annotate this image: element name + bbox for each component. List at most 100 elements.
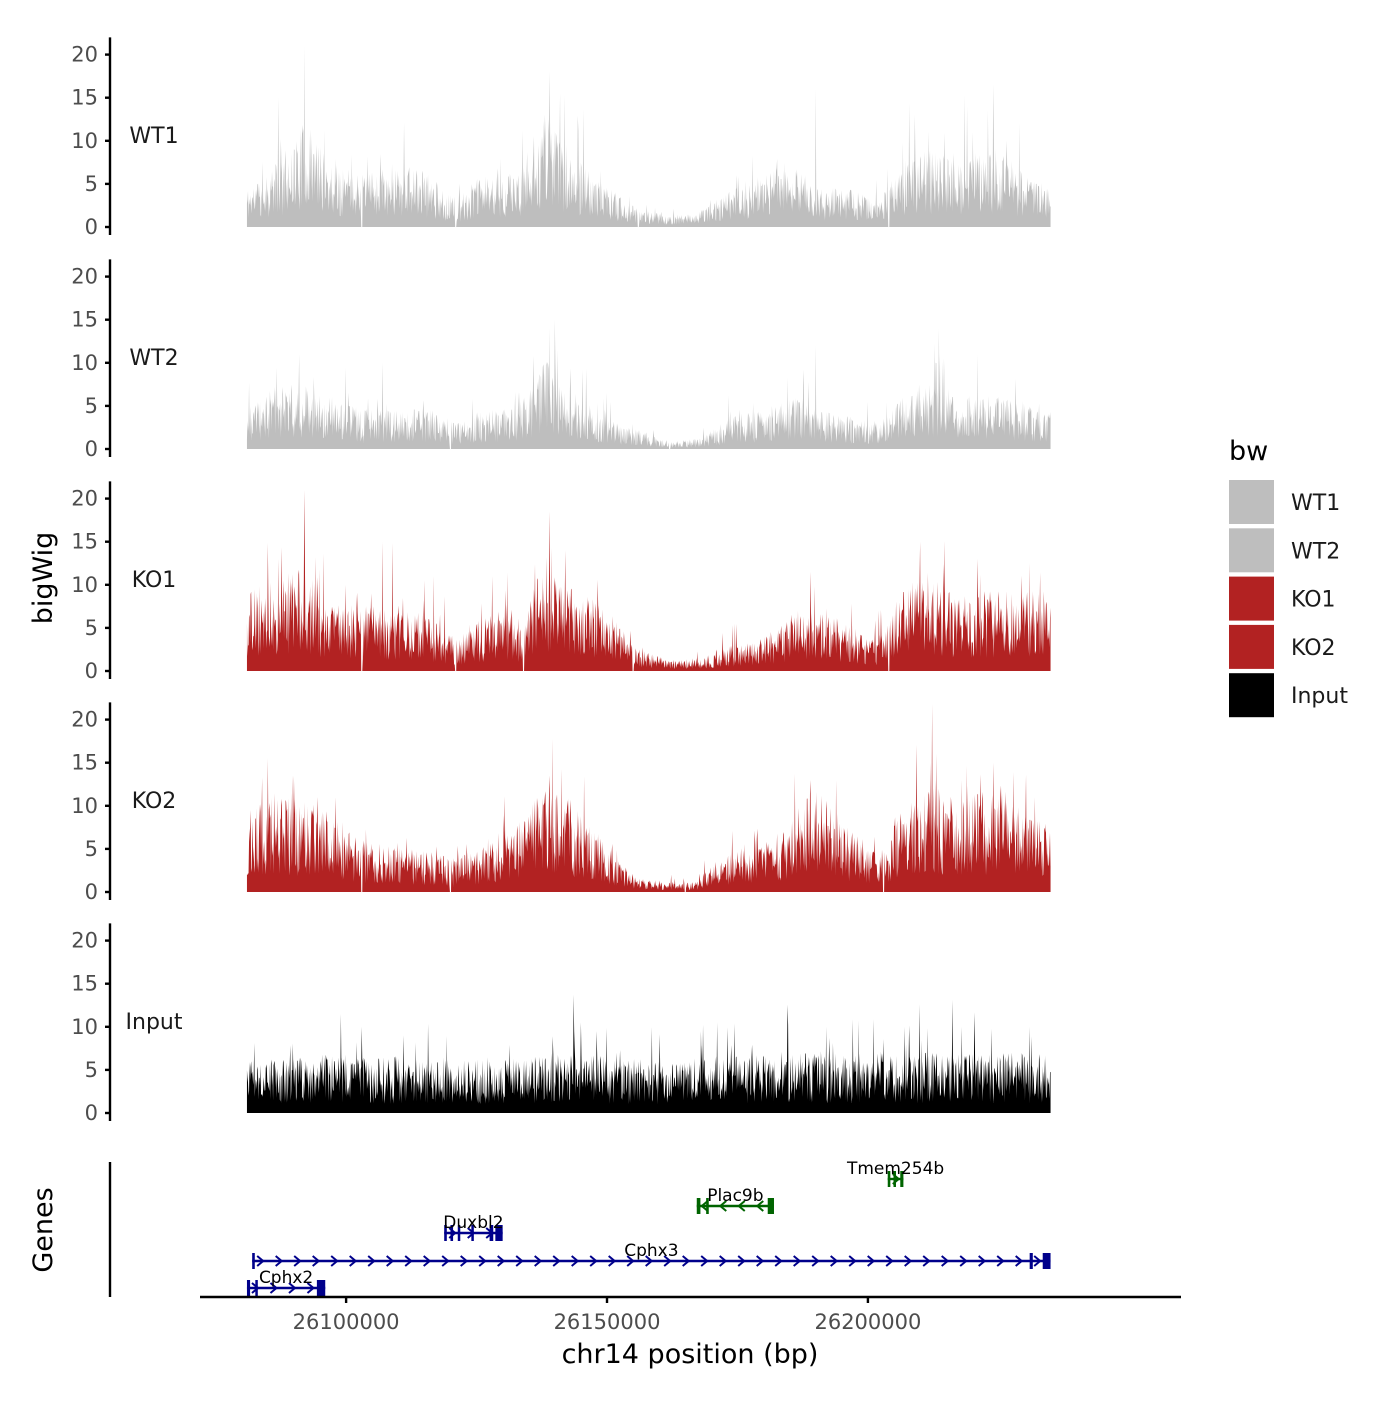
exon — [900, 1171, 904, 1187]
track-label: KO2 — [132, 789, 177, 814]
strand-chevron — [269, 1282, 279, 1294]
legend-swatch — [1229, 673, 1274, 718]
y-tick-label: 0 — [85, 880, 98, 904]
strand-chevron — [978, 1255, 987, 1267]
exon — [471, 1225, 474, 1241]
y-tick-label: 15 — [71, 751, 98, 775]
gene-plac9b: Plac9b — [696, 1186, 774, 1214]
strand-chevron — [608, 1255, 617, 1267]
y-tick-label: 20 — [71, 708, 98, 732]
legend-swatch — [1229, 576, 1274, 621]
coverage-area-input — [246, 994, 1051, 1113]
legend-label: WT1 — [1291, 491, 1340, 516]
strand-chevron — [830, 1255, 839, 1267]
y-tick-label: 15 — [71, 530, 98, 554]
y-tick-label: 5 — [85, 1058, 98, 1082]
track-wt1: 0 5 10 15 20 WT1 — [71, 37, 1051, 239]
y-tick-label: 15 — [71, 308, 98, 332]
strand-chevron — [441, 1255, 450, 1267]
strand-chevron — [793, 1255, 802, 1267]
legend-label: KO1 — [1291, 588, 1336, 613]
y-tick-label: 20 — [71, 43, 98, 67]
y-tick-label: 10 — [71, 794, 98, 818]
y-tick-label: 10 — [71, 351, 98, 375]
exon — [252, 1253, 255, 1269]
legend-swatch — [1229, 624, 1274, 669]
y-tick-label: 10 — [71, 1015, 98, 1039]
strand-chevron — [755, 1200, 764, 1212]
gene-tmem254b: Tmem254b — [846, 1159, 944, 1187]
strand-chevron — [682, 1255, 691, 1267]
strand-chevron — [515, 1255, 524, 1267]
strand-chevron — [848, 1255, 857, 1267]
track-label: WT2 — [129, 346, 178, 371]
strand-chevron — [552, 1255, 561, 1267]
exon — [495, 1225, 503, 1241]
y-tick-label: 5 — [85, 172, 98, 196]
coverage-area-ko1 — [246, 489, 1051, 671]
strand-chevron — [288, 1282, 297, 1294]
gene-duxbl2: Duxbl2 — [443, 1213, 504, 1241]
strand-chevron — [306, 1282, 316, 1294]
genes-layer: Tmem254b Plac9b Duxbl2 Cphx3 Cphx2 — [108, 1159, 1051, 1297]
legend-title: bw — [1229, 436, 1268, 467]
strand-chevron — [497, 1255, 506, 1267]
strand-chevron — [885, 1255, 894, 1267]
gene-cphx3: Cphx3 — [252, 1241, 1051, 1269]
strand-chevron — [718, 1200, 727, 1212]
exon — [893, 1171, 896, 1187]
tracks-layer: 0 5 10 15 20 WT1 0 5 10 15 20 WT2 0 5 10 15 20 KO1 0 5 10 15 2… — [71, 37, 1051, 1125]
strand-chevron — [534, 1255, 543, 1267]
strand-chevron — [349, 1255, 358, 1267]
strand-chevron — [700, 1200, 709, 1212]
gene-label: Duxbl2 — [443, 1213, 503, 1233]
exon — [1042, 1253, 1051, 1269]
strand-chevron — [251, 1282, 260, 1294]
track-label: WT1 — [129, 124, 178, 149]
gene-label: Plac9b — [707, 1186, 763, 1206]
y-tick-label: 0 — [85, 215, 98, 239]
y-tick-label: 20 — [71, 487, 98, 511]
strand-chevron — [737, 1255, 746, 1267]
strand-chevron — [367, 1255, 376, 1267]
track-ko1: 0 5 10 15 20 KO1 — [71, 481, 1051, 683]
strand-chevron — [460, 1255, 469, 1267]
exon — [696, 1198, 701, 1214]
strand-chevron — [293, 1255, 302, 1267]
track-ko2: 0 5 10 15 20 KO2 — [71, 702, 1051, 904]
strand-chevron — [719, 1255, 728, 1267]
y-axis-title: bigWig — [28, 532, 59, 625]
gene-label: Cphx3 — [624, 1241, 678, 1261]
track-label: Input — [126, 1010, 183, 1035]
x-axis: 26100000 26150000 26200000 — [200, 1295, 1181, 1334]
legend-label: KO2 — [1291, 636, 1336, 661]
exon — [489, 1225, 494, 1241]
gene-label: Tmem254b — [846, 1159, 944, 1179]
coverage-area-ko2 — [246, 704, 1051, 892]
legend-label: Input — [1291, 684, 1348, 709]
y-tick-label: 15 — [71, 86, 98, 110]
legend-label: WT2 — [1291, 539, 1340, 564]
y-tick-label: 5 — [85, 837, 98, 861]
y-tick-label: 5 — [85, 616, 98, 640]
coverage-area-wt1 — [246, 45, 1051, 228]
strand-chevron — [1033, 1255, 1042, 1267]
exon — [767, 1198, 774, 1214]
strand-chevron — [589, 1255, 598, 1267]
strand-chevron — [996, 1255, 1005, 1267]
strand-chevron — [663, 1255, 672, 1267]
strand-chevron — [645, 1255, 654, 1267]
strand-chevron — [256, 1255, 265, 1267]
y-tick-label: 15 — [71, 972, 98, 996]
y-tick-label: 0 — [85, 659, 98, 683]
y-tick-label: 10 — [71, 129, 98, 153]
y-tick-label: 0 — [85, 1101, 98, 1125]
strand-chevron — [756, 1255, 765, 1267]
gene-cphx2: Cphx2 — [246, 1268, 326, 1296]
track-input: 0 5 10 15 20 Input — [71, 923, 1051, 1125]
legend-swatch — [1229, 480, 1274, 524]
strand-chevron — [404, 1255, 413, 1267]
y-tick-label: 0 — [85, 437, 98, 461]
track-wt2: 0 5 10 15 20 WT2 — [71, 259, 1051, 461]
